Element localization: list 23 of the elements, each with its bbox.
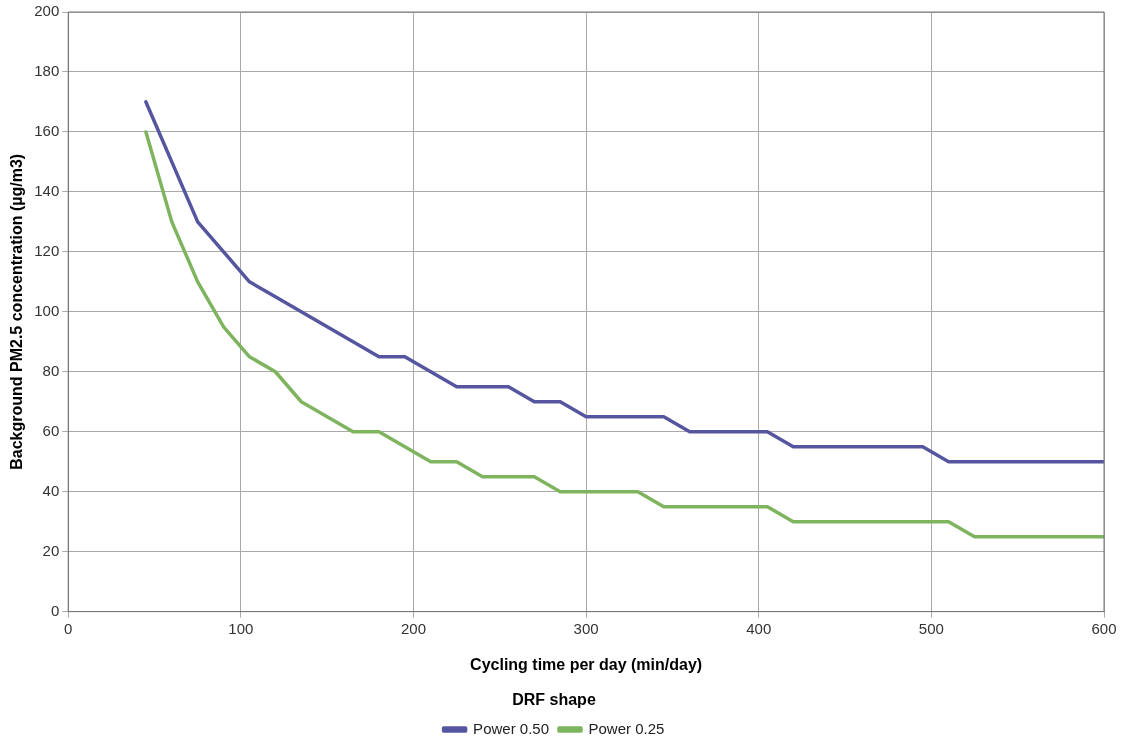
x-tick-label: 500 <box>918 619 944 637</box>
legend-label: Power 0.25 <box>588 719 665 737</box>
x-tick-label: 200 <box>400 619 426 637</box>
y-tick-label: 200 <box>34 2 60 20</box>
y-tick-label: 0 <box>50 601 60 619</box>
y-tick-label: 80 <box>42 361 60 379</box>
x-tick-label: 0 <box>64 619 73 637</box>
x-tick-label: 600 <box>1091 619 1117 637</box>
x-tick-label: 400 <box>746 619 772 637</box>
legend-label: Power 0.50 <box>473 719 550 737</box>
y-tick-label: 40 <box>42 481 60 499</box>
y-tick-label: 160 <box>34 122 60 140</box>
x-axis-title: Cycling time per day (min/day) <box>470 655 703 673</box>
legend-title: DRF shape <box>512 691 596 709</box>
x-tick-label: 100 <box>228 619 254 637</box>
y-tick-label: 140 <box>34 182 60 200</box>
y-tick-label: 100 <box>34 301 60 319</box>
y-tick-label: 120 <box>34 241 60 259</box>
x-tick-label: 300 <box>573 619 599 637</box>
y-tick-label: 60 <box>42 421 60 439</box>
y-tick-label: 180 <box>34 62 60 80</box>
y-axis-title: Background PM2.5 concentration (µg/m3) <box>8 153 26 470</box>
y-tick-label: 20 <box>42 541 60 559</box>
